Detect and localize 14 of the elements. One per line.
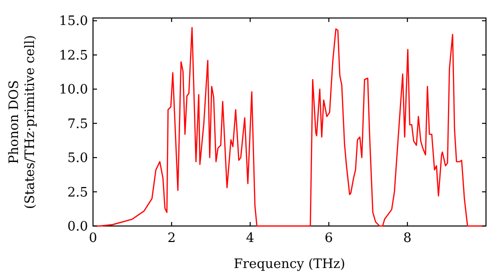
x-tick-label: 4 bbox=[246, 231, 254, 246]
y-tick-label: 10.0 bbox=[59, 82, 88, 98]
x-tick-label: 8 bbox=[403, 231, 412, 246]
y-tick-label: 12.5 bbox=[59, 48, 88, 64]
x-tick-label: 2 bbox=[167, 231, 176, 246]
y-tick-label: 5.0 bbox=[67, 151, 88, 166]
y-tick-label: 15.0 bbox=[59, 14, 88, 30]
y-tick-label: 2.5 bbox=[67, 185, 88, 200]
x-axis-title: Frequency (THz) bbox=[234, 257, 346, 272]
x-tick-label: 6 bbox=[324, 231, 333, 246]
x-tick-label: 0 bbox=[88, 231, 98, 246]
y-tick-label: 7.5 bbox=[67, 116, 88, 132]
y-axis-title: Phonon DOS (States/THz·primitive cell) bbox=[7, 34, 38, 210]
y-tick-label: 0.0 bbox=[67, 220, 88, 234]
